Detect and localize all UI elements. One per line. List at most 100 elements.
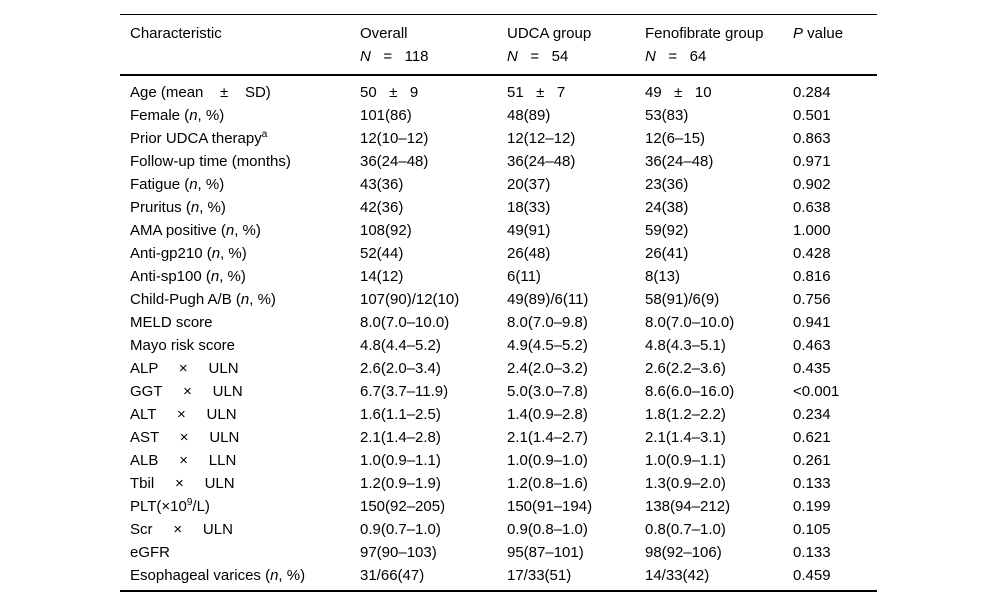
table-row: Scr × ULN 0.9(0.7–1.0) 0.9(0.8–1.0) 0.8(0.7…: [120, 518, 877, 541]
header-fenofibrate-n: N = 64: [645, 45, 793, 76]
row-label-cell: ALB × LLN: [130, 451, 237, 469]
udca-value-cell: 49(91): [507, 221, 551, 239]
p-value-cell: 0.234: [793, 405, 831, 423]
udca-value-cell: 2.1(1.4–2.7): [507, 428, 588, 446]
p-value-cell: 0.133: [793, 543, 831, 561]
p-value-cell: 0.199: [793, 497, 831, 515]
fenofibrate-value-cell: 23(36): [645, 175, 689, 193]
row-label-cell: Anti-sp100 (n, %): [130, 267, 246, 285]
table-row: MELD score 8.0(7.0–10.0) 8.0(7.0–9.8) 8.0(7…: [120, 311, 877, 334]
udca-value-cell: 1.4(0.9–2.8): [507, 405, 588, 423]
table-row: Female (n, %) 101(86) 48(89) 53(83) 0.501: [120, 104, 877, 127]
table-row: Age (mean ± SD) 50 ± 9 51 ± 7 49 ± 10 0.284: [120, 75, 877, 104]
row-label-cell: AST × ULN: [130, 428, 240, 446]
p-value-cell: <0.001: [793, 382, 840, 400]
overall-value-cell: 108(92): [360, 221, 412, 239]
overall-value-cell: 97(90–103): [360, 543, 437, 561]
row-label-cell: Follow-up time (months): [130, 152, 291, 170]
p-value-cell: 0.756: [793, 290, 831, 308]
table-row: Anti-gp210 (n, %) 52(44) 26(48) 26(41) 0.428: [120, 242, 877, 265]
p-value-cell: 0.284: [793, 83, 831, 101]
p-value-cell: 0.902: [793, 175, 831, 193]
udca-value-cell: 8.0(7.0–9.8): [507, 313, 588, 331]
fenofibrate-value-cell: 2.6(2.2–3.6): [645, 359, 726, 377]
p-value-cell: 0.435: [793, 359, 831, 377]
overall-value-cell: 2.6(2.0–3.4): [360, 359, 441, 377]
table-row: AST × ULN 2.1(1.4–2.8) 2.1(1.4–2.7) 2.1(1.4…: [120, 426, 877, 449]
header-overall: Overall: [360, 24, 408, 42]
udca-value-cell: 5.0(3.0–7.8): [507, 382, 588, 400]
p-value-cell: 0.863: [793, 129, 831, 147]
p-value-cell: 0.133: [793, 474, 831, 492]
p-value-cell: 0.621: [793, 428, 831, 446]
table-row: ALT × ULN 1.6(1.1–2.5) 1.4(0.9–2.8) 1.8(1.2…: [120, 403, 877, 426]
udca-value-cell: 12(12–12): [507, 129, 576, 147]
overall-value-cell: 14(12): [360, 267, 404, 285]
udca-value-cell: 17/33(51): [507, 566, 572, 584]
row-label-cell: MELD score: [130, 313, 213, 331]
fenofibrate-value-cell: 2.1(1.4–3.1): [645, 428, 726, 446]
fenofibrate-value-cell: 98(92–106): [645, 543, 722, 561]
header-fenofibrate-group: Fenofibrate group: [645, 24, 764, 42]
udca-value-cell: 95(87–101): [507, 543, 584, 561]
table-header: Characteristic Overall UDCA group Fenofi…: [120, 15, 877, 76]
p-value-cell: 0.261: [793, 451, 831, 469]
fenofibrate-value-cell: 138(94–212): [645, 497, 731, 515]
udca-value-cell: 1.2(0.8–1.6): [507, 474, 588, 492]
overall-value-cell: 31/66(47): [360, 566, 425, 584]
fenofibrate-value-cell: 24(38): [645, 198, 689, 216]
row-label-cell: Prior UDCA therapya: [130, 128, 268, 147]
fenofibrate-value-cell: 12(6–15): [645, 129, 706, 147]
table-row: Fatigue (n, %) 43(36) 20(37) 23(36) 0.902: [120, 173, 877, 196]
overall-value-cell: 43(36): [360, 175, 404, 193]
header-row-sample-sizes: N = 118 N = 54 N = 64: [120, 45, 877, 76]
overall-value-cell: 50 ± 9: [360, 83, 419, 101]
fenofibrate-value-cell: 58(91)/6(9): [645, 290, 720, 308]
table-row: Anti-sp100 (n, %) 14(12) 6(11) 8(13) 0.816: [120, 265, 877, 288]
fenofibrate-value-cell: 0.8(0.7–1.0): [645, 520, 726, 538]
p-value-cell: 0.501: [793, 106, 831, 124]
row-label-cell: Pruritus (n, %): [130, 198, 226, 216]
overall-value-cell: 150(92–205): [360, 497, 446, 515]
header-empty-cell: [120, 45, 360, 76]
p-value-cell: 1.000: [793, 221, 831, 239]
table-row: Follow-up time (months) 36(24–48) 36(24–48…: [120, 150, 877, 173]
row-label-cell: Mayo risk score: [130, 336, 236, 354]
udca-value-cell: 2.4(2.0–3.2): [507, 359, 588, 377]
overall-value-cell: 8.0(7.0–10.0): [360, 313, 450, 331]
fenofibrate-value-cell: 36(24–48): [645, 152, 714, 170]
overall-value-cell: 4.8(4.4–5.2): [360, 336, 441, 354]
udca-value-cell: 0.9(0.8–1.0): [507, 520, 588, 538]
table-row: PLT(×109/L) 150(92–205) 150(91–194) 138(94–…: [120, 495, 877, 518]
udca-value-cell: 36(24–48): [507, 152, 576, 170]
p-value-cell: 0.105: [793, 520, 831, 538]
row-label-cell: ALP × ULN: [130, 359, 239, 377]
row-label-cell: ALT × ULN: [130, 405, 237, 423]
overall-value-cell: 101(86): [360, 106, 412, 124]
table-row: AMA positive (n, %) 108(92) 49(91) 59(92) 1.…: [120, 219, 877, 242]
overall-value-cell: 6.7(3.7–11.9): [360, 382, 449, 400]
header-p-value: P value: [793, 24, 844, 42]
udca-value-cell: 6(11): [507, 267, 541, 285]
row-label-cell: Tbil × ULN: [130, 474, 235, 492]
row-label-cell: AMA positive (n, %): [130, 221, 261, 239]
table-row: Mayo risk score 4.8(4.4–5.2) 4.9(4.5–5.2) 4…: [120, 334, 877, 357]
row-label-cell: eGFR: [130, 543, 171, 561]
overall-value-cell: 1.6(1.1–2.5): [360, 405, 441, 423]
fenofibrate-value-cell: 8(13): [645, 267, 681, 285]
header-row-group-names: Characteristic Overall UDCA group Fenofi…: [120, 15, 877, 46]
fenofibrate-value-cell: 1.3(0.9–2.0): [645, 474, 726, 492]
udca-value-cell: 51 ± 7: [507, 83, 566, 101]
fenofibrate-value-cell: 59(92): [645, 221, 689, 239]
udca-value-cell: 49(89)/6(11): [507, 290, 589, 308]
baseline-characteristics-table: Characteristic Overall UDCA group Fenofi…: [120, 14, 877, 592]
fenofibrate-value-cell: 8.6(6.0–16.0): [645, 382, 735, 400]
udca-value-cell: 20(37): [507, 175, 551, 193]
row-label-cell: Scr × ULN: [130, 520, 233, 538]
table-body: Age (mean ± SD) 50 ± 9 51 ± 7 49 ± 10 0.284 F…: [120, 75, 877, 591]
fenofibrate-value-cell: 49 ± 10: [645, 83, 712, 101]
p-value-cell: 0.638: [793, 198, 831, 216]
table-row: ALP × ULN 2.6(2.0–3.4) 2.4(2.0–3.2) 2.6(2.2…: [120, 357, 877, 380]
row-label-cell: PLT(×109/L): [130, 496, 210, 515]
